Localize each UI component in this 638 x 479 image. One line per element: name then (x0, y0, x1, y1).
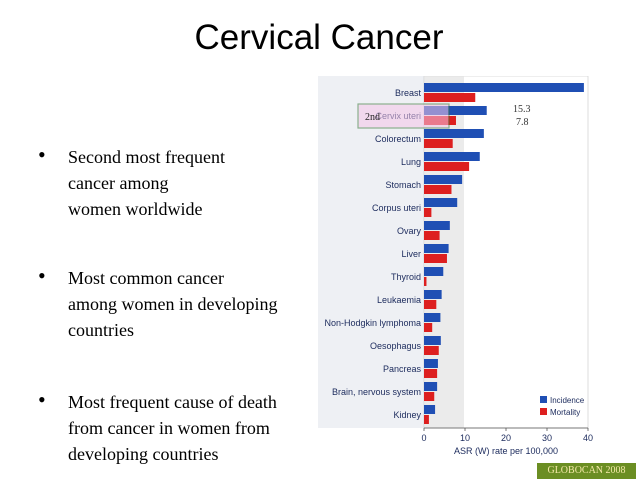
bar-incidence (424, 106, 487, 115)
bullet-line: cancer among (68, 173, 169, 193)
x-tick-label: 10 (460, 433, 470, 443)
bar-mortality (424, 277, 427, 286)
category-label: Thyroid (391, 272, 421, 282)
legend-label: Incidence (550, 396, 585, 405)
bullet-dot-icon: • (38, 263, 46, 288)
slide-title: Cervical Cancer (194, 18, 444, 57)
bullet-line: among women in developing (68, 294, 278, 314)
bar-mortality (424, 392, 435, 401)
annotation-incidence-value: 15.3 (513, 104, 531, 115)
bar-incidence (424, 152, 480, 161)
legend-swatch (540, 396, 547, 403)
category-label: Leukaemia (377, 295, 421, 305)
bullet-item: • Second most frequent cancer among wome… (38, 142, 225, 222)
x-tick-label: 30 (542, 433, 552, 443)
bar-mortality (424, 185, 452, 194)
category-label: Corpus uteri (372, 203, 421, 213)
bullet-item: • Most common cancer among women in deve… (38, 263, 278, 343)
category-label: Pancreas (383, 364, 422, 374)
bar-incidence (424, 244, 449, 253)
bar-incidence (424, 382, 438, 391)
bullet-line: women worldwide (68, 199, 203, 219)
bar-mortality (424, 208, 432, 217)
category-label: Stomach (385, 180, 421, 190)
bar-mortality (424, 323, 433, 332)
bar-mortality (424, 369, 438, 378)
bar-mortality (424, 162, 470, 171)
bar-incidence (424, 290, 442, 299)
bar-mortality (424, 300, 437, 309)
x-tick-label: 40 (583, 433, 593, 443)
bar-incidence (424, 359, 438, 368)
annotation-mortality-value: 7.8 (516, 117, 529, 128)
bullet-dot-icon: • (38, 387, 46, 412)
category-label: Lung (401, 157, 421, 167)
bar-mortality (424, 415, 429, 424)
bar-mortality (424, 231, 440, 240)
source-badge: GLOBOCAN 2008 (537, 463, 636, 479)
bar-incidence (424, 129, 484, 138)
bullet-line: countries (68, 320, 134, 340)
bar-mortality (424, 139, 453, 148)
bar-incidence (424, 198, 458, 207)
bar-incidence (424, 405, 436, 414)
bar-incidence (424, 336, 441, 345)
bar-incidence (424, 313, 441, 322)
category-label: Breast (395, 88, 422, 98)
legend-swatch (540, 408, 547, 415)
bullet-line: from cancer in women from (68, 418, 270, 438)
bullet-line: Second most frequent (68, 147, 225, 167)
label-panel (318, 76, 424, 428)
bar-chart: 0 10 20 30 40 ASR (W) rate per 100,000 Breast… (318, 76, 593, 456)
cervix-highlight-box (357, 103, 450, 129)
bullet-line: Most frequent cause of death (68, 392, 277, 412)
category-label: Non-Hodgkin lymphoma (324, 318, 421, 328)
category-label: Brain, nervous system (332, 387, 421, 397)
bar-mortality (424, 254, 447, 263)
bullet-line: developing countries (68, 444, 219, 464)
category-label: Oesophagus (370, 341, 422, 351)
category-label: Colorectum (375, 134, 421, 144)
x-axis-label: ASR (W) rate per 100,000 (454, 446, 558, 456)
bullet-dot-icon: • (38, 142, 46, 167)
bar-mortality (424, 346, 439, 355)
bar-incidence (424, 267, 444, 276)
category-label: Ovary (397, 226, 422, 236)
category-label: Liver (401, 249, 421, 259)
bar-mortality (424, 93, 476, 102)
bullet-line: Most common cancer (68, 268, 224, 288)
bar-incidence (424, 83, 584, 92)
bullet-item: • Most frequent cause of death from canc… (38, 387, 277, 467)
legend-label: Mortality (550, 408, 580, 417)
rank-label: 2nd (365, 112, 380, 123)
bar-incidence (424, 221, 450, 230)
bar-incidence (424, 175, 463, 184)
category-label: Kidney (393, 410, 421, 420)
x-tick-label: 20 (501, 433, 511, 443)
x-tick-label: 0 (421, 433, 426, 443)
